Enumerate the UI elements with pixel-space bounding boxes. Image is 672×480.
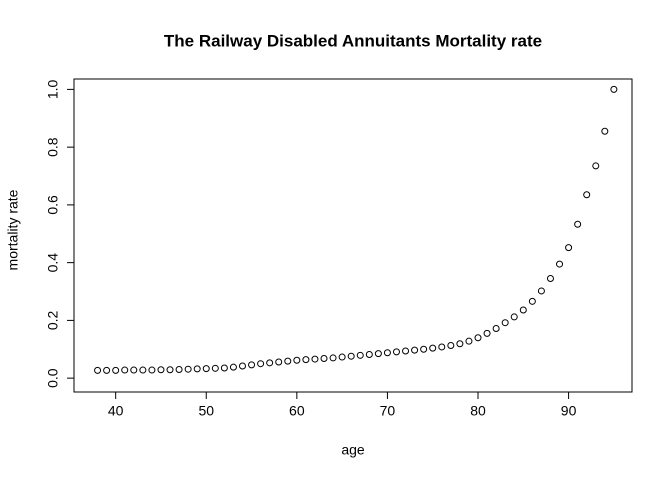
y-tick-label: 0.2 xyxy=(45,310,61,330)
point xyxy=(492,324,500,332)
y-tick-label: 1.0 xyxy=(45,79,61,99)
x-tick-label: 50 xyxy=(198,403,214,419)
x-tick-label: 40 xyxy=(108,403,124,419)
y-tick-label: 0.0 xyxy=(45,368,61,388)
point xyxy=(610,85,618,93)
point xyxy=(139,366,147,374)
point xyxy=(184,365,192,373)
point xyxy=(592,162,600,170)
point xyxy=(465,337,473,345)
point xyxy=(211,364,219,372)
point xyxy=(501,319,509,327)
point xyxy=(329,354,337,362)
point xyxy=(220,364,228,372)
point xyxy=(157,366,165,374)
point xyxy=(257,360,265,368)
point xyxy=(202,365,210,373)
point xyxy=(519,306,527,314)
point xyxy=(556,260,564,268)
point xyxy=(166,366,174,374)
point xyxy=(311,355,319,363)
point xyxy=(365,350,373,358)
y-axis-label: mortality rate xyxy=(5,189,21,270)
point xyxy=(338,353,346,361)
point xyxy=(302,356,310,364)
point xyxy=(148,366,156,374)
point xyxy=(574,220,582,228)
x-tick-label: 90 xyxy=(561,403,577,419)
point xyxy=(474,334,482,342)
point xyxy=(374,350,382,358)
point xyxy=(266,359,274,367)
x-tick-label: 80 xyxy=(470,403,486,419)
point xyxy=(248,361,256,369)
point xyxy=(175,365,183,373)
point xyxy=(320,355,328,363)
x-axis-label: age xyxy=(341,442,365,458)
point xyxy=(193,365,201,373)
point xyxy=(537,287,545,295)
x-tick-label: 60 xyxy=(289,403,305,419)
point xyxy=(275,358,283,366)
point xyxy=(438,343,446,351)
point xyxy=(546,275,554,283)
point xyxy=(411,346,419,354)
point xyxy=(392,348,400,356)
point xyxy=(528,297,536,305)
point xyxy=(130,366,138,374)
chart-title: The Railway Disabled Annuitants Mortalit… xyxy=(164,31,542,50)
point xyxy=(601,127,609,135)
point xyxy=(402,347,410,355)
point xyxy=(510,313,518,321)
point xyxy=(483,329,491,337)
point xyxy=(456,340,464,348)
point xyxy=(447,342,455,350)
point xyxy=(293,356,301,364)
point xyxy=(121,366,129,374)
point xyxy=(284,357,292,365)
point xyxy=(94,366,102,374)
point xyxy=(112,366,120,374)
x-tick-label: 70 xyxy=(380,403,396,419)
y-tick-label: 0.8 xyxy=(45,137,61,157)
y-tick-label: 0.4 xyxy=(45,253,61,273)
point xyxy=(429,344,437,352)
point xyxy=(383,349,391,357)
point xyxy=(356,351,364,359)
point xyxy=(229,363,237,371)
point xyxy=(238,362,246,370)
y-tick-label: 0.6 xyxy=(45,195,61,215)
point xyxy=(420,345,428,353)
point xyxy=(103,366,111,374)
point xyxy=(565,244,573,252)
point xyxy=(347,352,355,360)
plot-box xyxy=(73,78,633,393)
point xyxy=(583,191,591,199)
